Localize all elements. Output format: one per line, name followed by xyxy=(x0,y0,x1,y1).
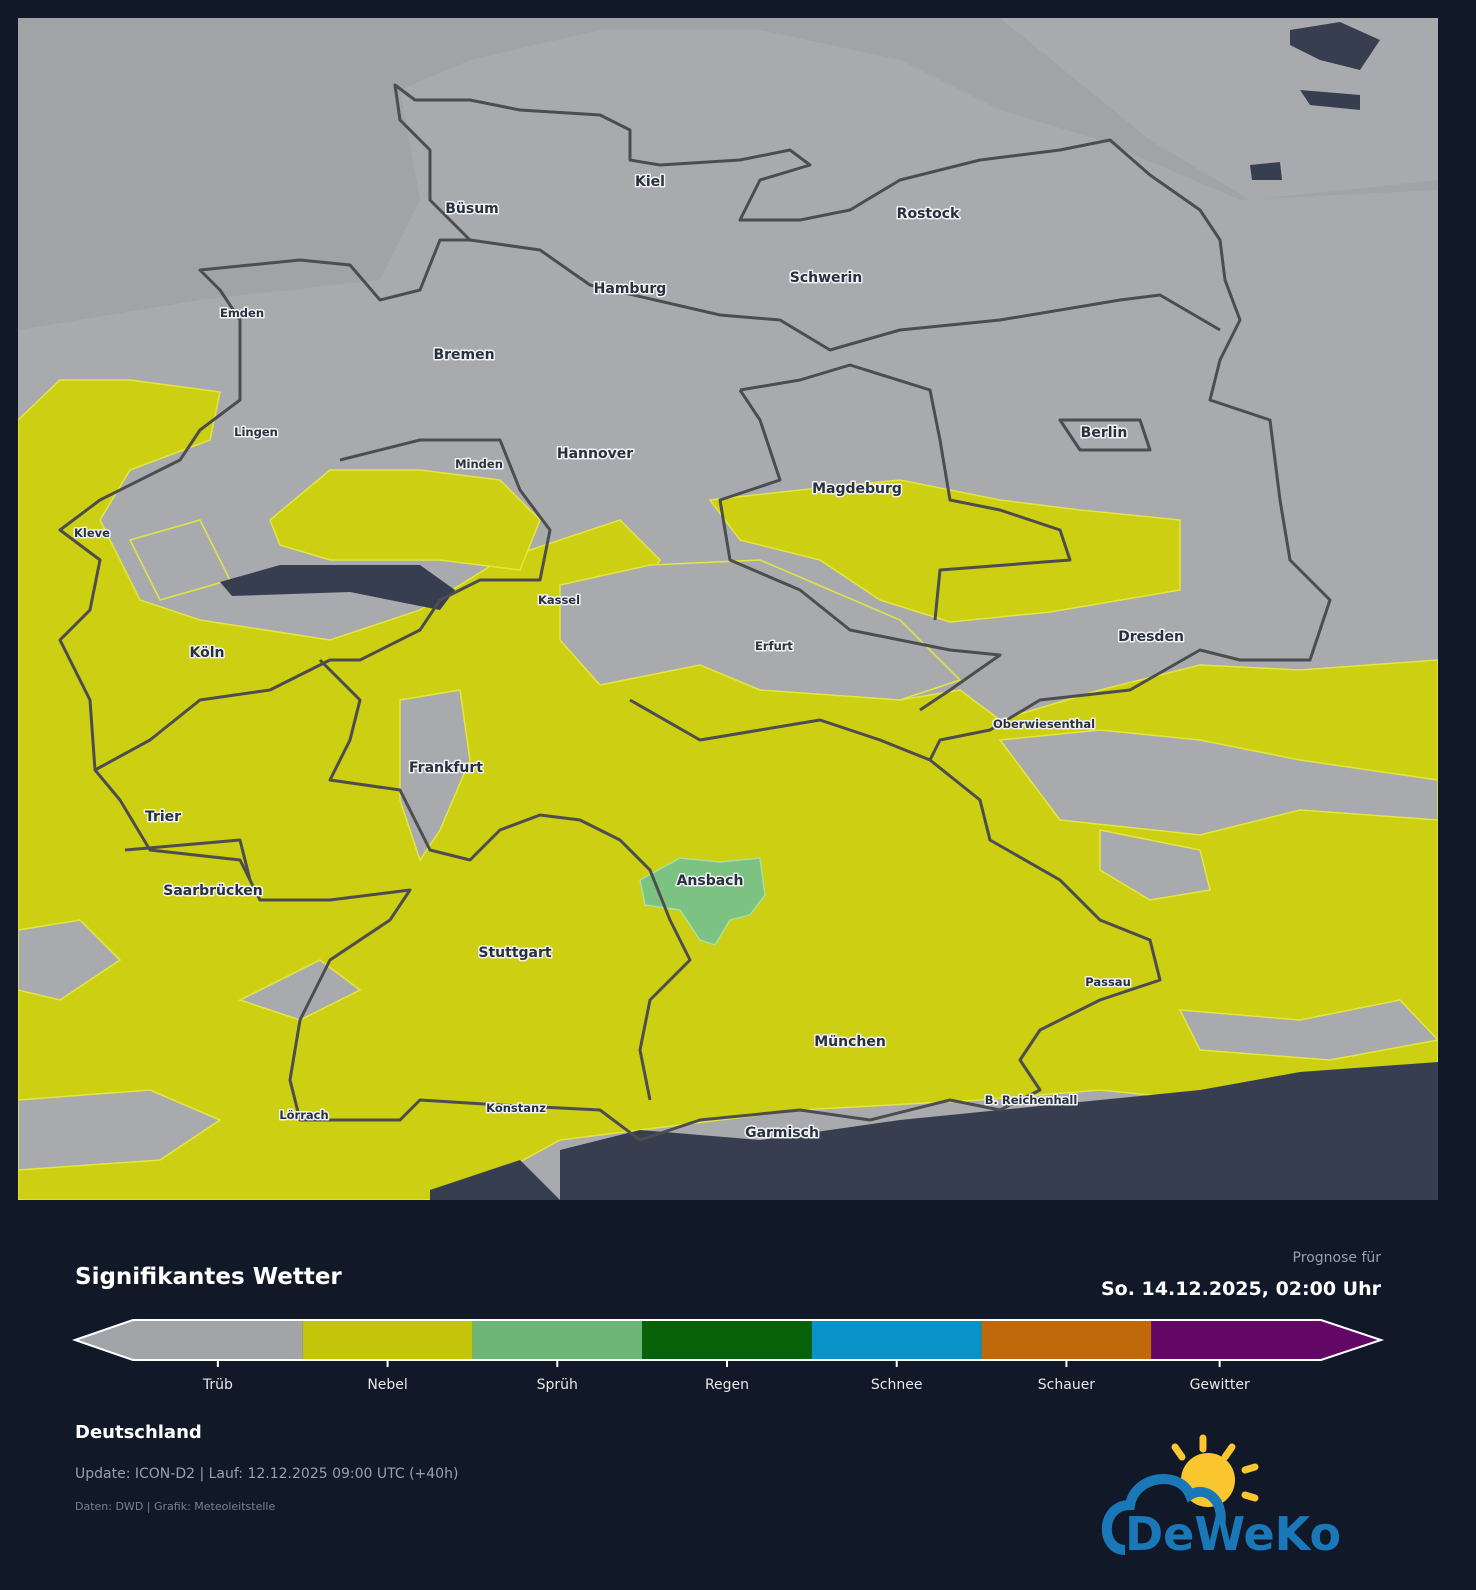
city-label: Berlin xyxy=(1081,425,1128,441)
logo-text: DeWeKo xyxy=(1125,1507,1341,1561)
weather-map[interactable]: Kiel Büsum Rostock Schwerin Hamburg Emde… xyxy=(18,18,1438,1200)
legend-label: Regen xyxy=(705,1377,749,1393)
spruh-area xyxy=(639,857,766,946)
city-label: Lörrach xyxy=(279,1108,328,1122)
city-label: Minden xyxy=(455,457,503,471)
city-label: Hannover xyxy=(557,446,633,462)
city-label: Kleve xyxy=(74,526,110,540)
city-label: Bremen xyxy=(433,347,494,363)
deweko-logo: DeWeKo xyxy=(1101,1434,1341,1561)
legend-swatch-gewitter xyxy=(1151,1320,1381,1360)
legend-label: Gewitter xyxy=(1190,1377,1250,1393)
city-label: Trier xyxy=(145,809,181,825)
legend-label: Schauer xyxy=(1038,1377,1096,1393)
chart-title: Signifikantes Wetter xyxy=(75,1264,342,1290)
legend-label: Trüb xyxy=(202,1377,233,1393)
forecast-datetime: So. 14.12.2025, 02:00 Uhr xyxy=(1100,1278,1381,1300)
city-label: Rostock xyxy=(897,206,960,222)
credits: Daten: DWD | Grafik: Meteoleitstelle xyxy=(75,1500,276,1513)
city-label: Lingen xyxy=(234,425,278,439)
city-label: B. Reichenhall xyxy=(985,1093,1078,1107)
borders xyxy=(58,83,1332,1142)
legend-swatch-sprüh xyxy=(472,1320,643,1360)
nebel-areas xyxy=(18,379,1438,1200)
city-label: Passau xyxy=(1085,975,1131,989)
forecast-label: Prognose für xyxy=(1292,1250,1381,1266)
city-label: Frankfurt xyxy=(409,760,483,776)
city-label: München xyxy=(814,1034,886,1050)
legend-swatch-nebel xyxy=(302,1320,473,1360)
city-label: Ansbach xyxy=(677,873,744,889)
legend-label: Nebel xyxy=(367,1377,407,1393)
legend-swatch-regen xyxy=(642,1320,812,1360)
city-label: Schwerin xyxy=(790,270,862,286)
city-label: Garmisch xyxy=(745,1125,819,1141)
legend-swatch-schnee xyxy=(811,1320,982,1360)
city-label: Saarbrücken xyxy=(163,883,262,899)
legend-label: Sprüh xyxy=(537,1377,578,1393)
dark-areas xyxy=(220,22,1438,1200)
region-title: Deutschland xyxy=(75,1422,202,1443)
sun-icon xyxy=(1171,1434,1259,1507)
legend-label: Schnee xyxy=(871,1377,923,1393)
city-label: Emden xyxy=(220,306,264,320)
city-label: Magdeburg xyxy=(812,481,902,497)
legend-outline xyxy=(71,1319,1385,1361)
trueb-areas xyxy=(18,519,1438,1171)
city-label: Stuttgart xyxy=(478,945,552,961)
update-info: Update: ICON-D2 | Lauf: 12.12.2025 09:00… xyxy=(75,1466,459,1482)
city-label: Kiel xyxy=(635,174,665,190)
cloud-icon xyxy=(1101,1474,1226,1555)
city-label: Büsum xyxy=(445,201,499,217)
city-label: Hamburg xyxy=(594,281,667,297)
city-label: Erfurt xyxy=(755,639,793,653)
city-label: Köln xyxy=(190,645,225,661)
city-label: Konstanz xyxy=(486,1101,546,1115)
city-label: Oberwiesenthal xyxy=(993,717,1095,731)
city-labels: Kiel Büsum Rostock Schwerin Hamburg Emde… xyxy=(73,173,1186,1143)
legend-swatch-trüb xyxy=(75,1320,303,1360)
city-label: Kassel xyxy=(538,593,580,607)
city-label: Dresden xyxy=(1118,629,1184,645)
colorbar-legend: Trüb Nebel Sprüh Regen Schnee Schauer Gewitter xyxy=(71,1319,1385,1393)
legend-swatch-schauer xyxy=(981,1320,1152,1360)
